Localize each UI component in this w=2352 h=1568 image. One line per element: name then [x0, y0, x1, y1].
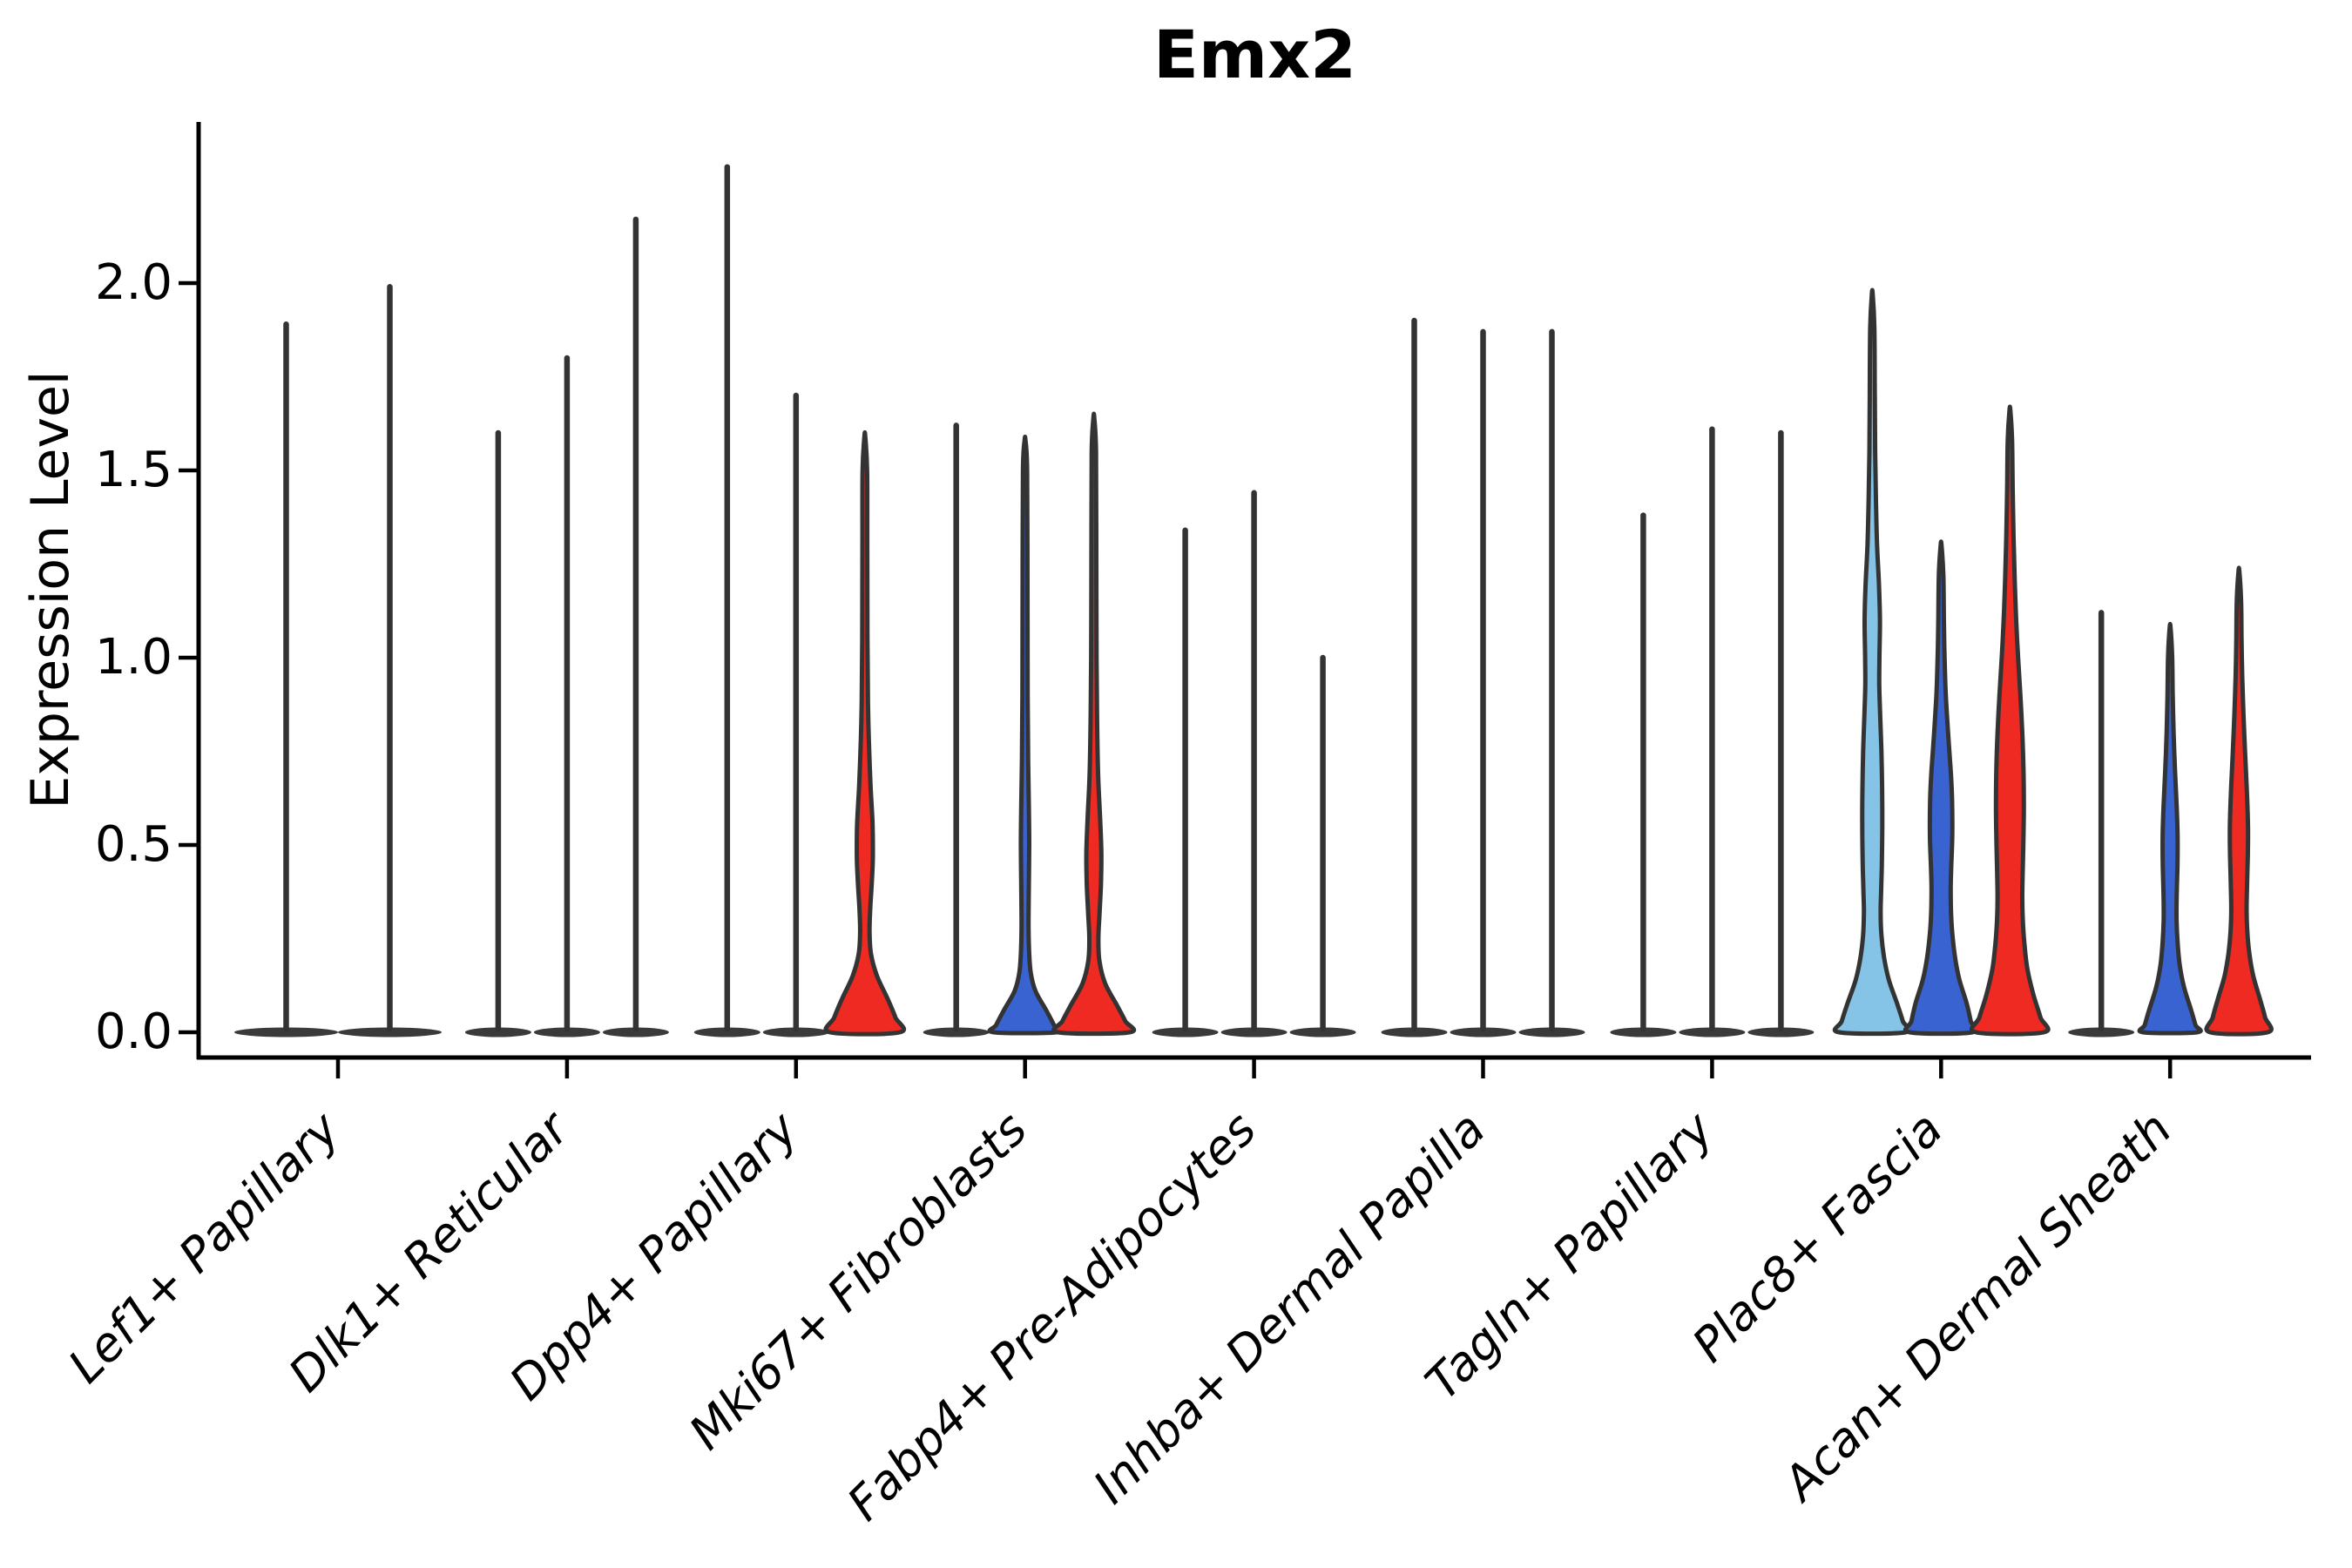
violin-acan-dermal-sheath-red: [2204, 565, 2274, 1037]
violin-collapsed-base-lef1-papillary: [234, 1027, 338, 1037]
violin-collapsed-base-mki67-fibroblasts: [923, 1027, 990, 1037]
violin-collapsed-base-inhba-dermal-papilla: [1381, 1027, 1448, 1037]
violin-collapsed-base-inhba-dermal-papilla: [1518, 1027, 1585, 1037]
violin-collapsed-base-dpp4-papillary: [762, 1027, 829, 1037]
y-tick-label: 0.0: [94, 1004, 172, 1060]
y-tick-label: 1.0: [94, 629, 172, 686]
violin-mki67-fibroblasts-red: [1051, 411, 1137, 1037]
violin-plac8-fascia-skyblue: [1832, 287, 1912, 1037]
y-tick-label: 0.5: [94, 816, 172, 873]
violin-collapsed-base-lef1-papillary: [338, 1027, 442, 1037]
chart-title: Emx2: [1152, 16, 1356, 93]
violin-collapsed-base-dpp4-papillary: [693, 1027, 760, 1037]
violin-plac8-fascia-blue: [1903, 539, 1979, 1037]
violin-dpp4-papillary-red: [823, 429, 907, 1037]
violin-plac8-fascia-red: [1969, 404, 2051, 1037]
y-tick-label: 2.0: [94, 254, 172, 311]
violin-collapsed-base-dlk1-reticular: [464, 1027, 531, 1037]
violin-mki67-fibroblasts-blue: [987, 434, 1063, 1036]
y-tick-label: 1.5: [94, 442, 172, 498]
violin-collapsed-base-tagln-papillary: [1610, 1027, 1677, 1037]
violin-collapsed-base-fabp4-pre-adipocytes: [1220, 1027, 1288, 1037]
violin-collapsed-base-tagln-papillary: [1679, 1027, 1746, 1037]
violin-acan-dermal-sheath-blue: [2137, 621, 2203, 1036]
violin-collapsed-base-acan-dermal-sheath: [2068, 1027, 2135, 1037]
violin-collapsed-base-fabp4-pre-adipocytes: [1289, 1027, 1356, 1037]
violin-collapsed-base-fabp4-pre-adipocytes: [1152, 1027, 1219, 1037]
violin-collapsed-base-dlk1-reticular: [533, 1027, 600, 1037]
violin-collapsed-base-tagln-papillary: [1747, 1027, 1815, 1037]
violin-collapsed-base-inhba-dermal-papilla: [1450, 1027, 1517, 1037]
violin-collapsed-base-dlk1-reticular: [602, 1027, 669, 1037]
